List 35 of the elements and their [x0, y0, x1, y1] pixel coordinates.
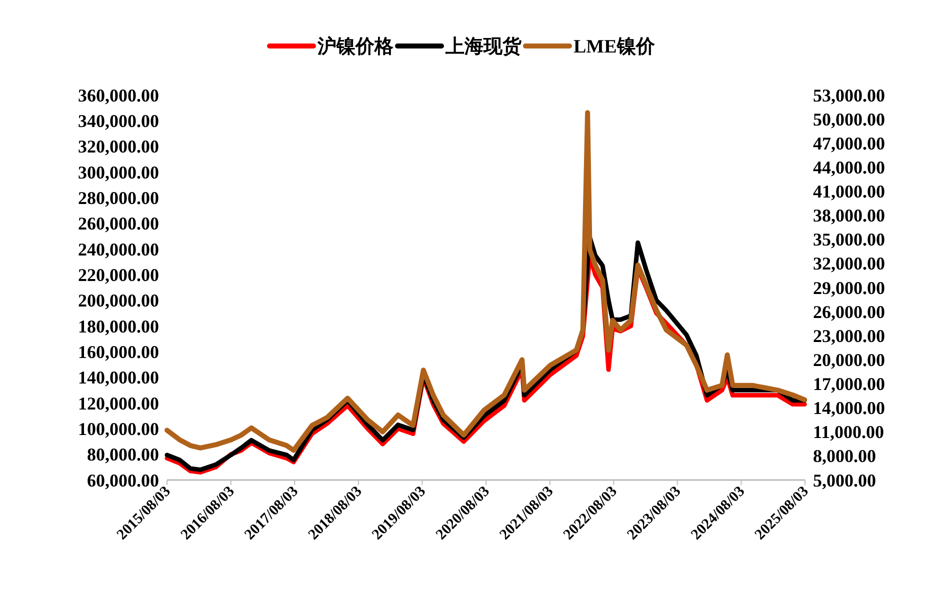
y-tick-label: 140,000.00 [78, 368, 159, 388]
y-tick-label: 360,000.00 [78, 85, 159, 106]
y2-tick-label: 8,000.00 [813, 446, 876, 466]
y2-tick-label: 53,000.00 [813, 85, 885, 106]
y2-tick-label: 5,000.00 [813, 470, 876, 490]
y2-tick-label: 50,000.00 [813, 109, 885, 130]
y-tick-label: 280,000.00 [78, 188, 159, 208]
y-tick-label: 220,000.00 [78, 264, 159, 285]
y2-tick-label: 35,000.00 [813, 230, 885, 250]
y-tick-label: 80,000.00 [87, 444, 159, 465]
y2-tick-label: 20,000.00 [813, 350, 885, 370]
y-tick-label: 180,000.00 [78, 316, 159, 336]
y2-tick-label: 47,000.00 [813, 133, 885, 154]
y-tick-label: 200,000.00 [78, 290, 159, 311]
y-tick-label: 100,000.00 [78, 418, 159, 439]
legend-label: 上海现货 [444, 36, 522, 58]
y2-tick-label: 17,000.00 [813, 374, 885, 394]
legend-label: 沪镍价格 [316, 36, 394, 58]
y2-tick-label: 32,000.00 [813, 254, 885, 274]
y-tick-label: 300,000.00 [78, 162, 159, 182]
y-tick-label: 340,000.00 [78, 110, 159, 131]
y-tick-label: 260,000.00 [78, 214, 159, 234]
y2-tick-label: 41,000.00 [813, 182, 885, 202]
y2-tick-label: 44,000.00 [813, 157, 885, 178]
y-tick-label: 120,000.00 [78, 393, 159, 414]
y-tick-label: 160,000.00 [78, 342, 159, 362]
y2-tick-label: 11,000.00 [813, 422, 884, 442]
y2-tick-label: 29,000.00 [813, 278, 885, 298]
y2-tick-label: 38,000.00 [813, 206, 885, 226]
y-tick-label: 320,000.00 [78, 136, 159, 157]
legend-label: LME镍价 [574, 36, 656, 58]
y2-tick-label: 14,000.00 [813, 398, 885, 418]
y-tick-label: 240,000.00 [78, 239, 159, 260]
y2-tick-label: 23,000.00 [813, 326, 885, 346]
y2-tick-label: 26,000.00 [813, 302, 885, 322]
